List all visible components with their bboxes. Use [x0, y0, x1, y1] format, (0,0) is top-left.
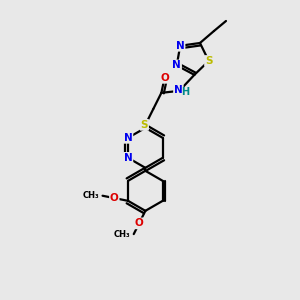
Text: CH₃: CH₃: [114, 230, 131, 238]
Text: O: O: [110, 193, 119, 203]
Text: N: N: [172, 61, 181, 70]
Text: H: H: [181, 87, 189, 97]
Text: S: S: [141, 120, 148, 130]
Text: N: N: [174, 85, 183, 95]
Text: O: O: [135, 218, 143, 228]
Text: N: N: [124, 153, 132, 163]
Text: S: S: [205, 56, 212, 66]
Text: N: N: [124, 133, 132, 143]
Text: CH₃: CH₃: [83, 191, 100, 200]
Text: O: O: [161, 73, 170, 83]
Text: N: N: [176, 41, 184, 51]
